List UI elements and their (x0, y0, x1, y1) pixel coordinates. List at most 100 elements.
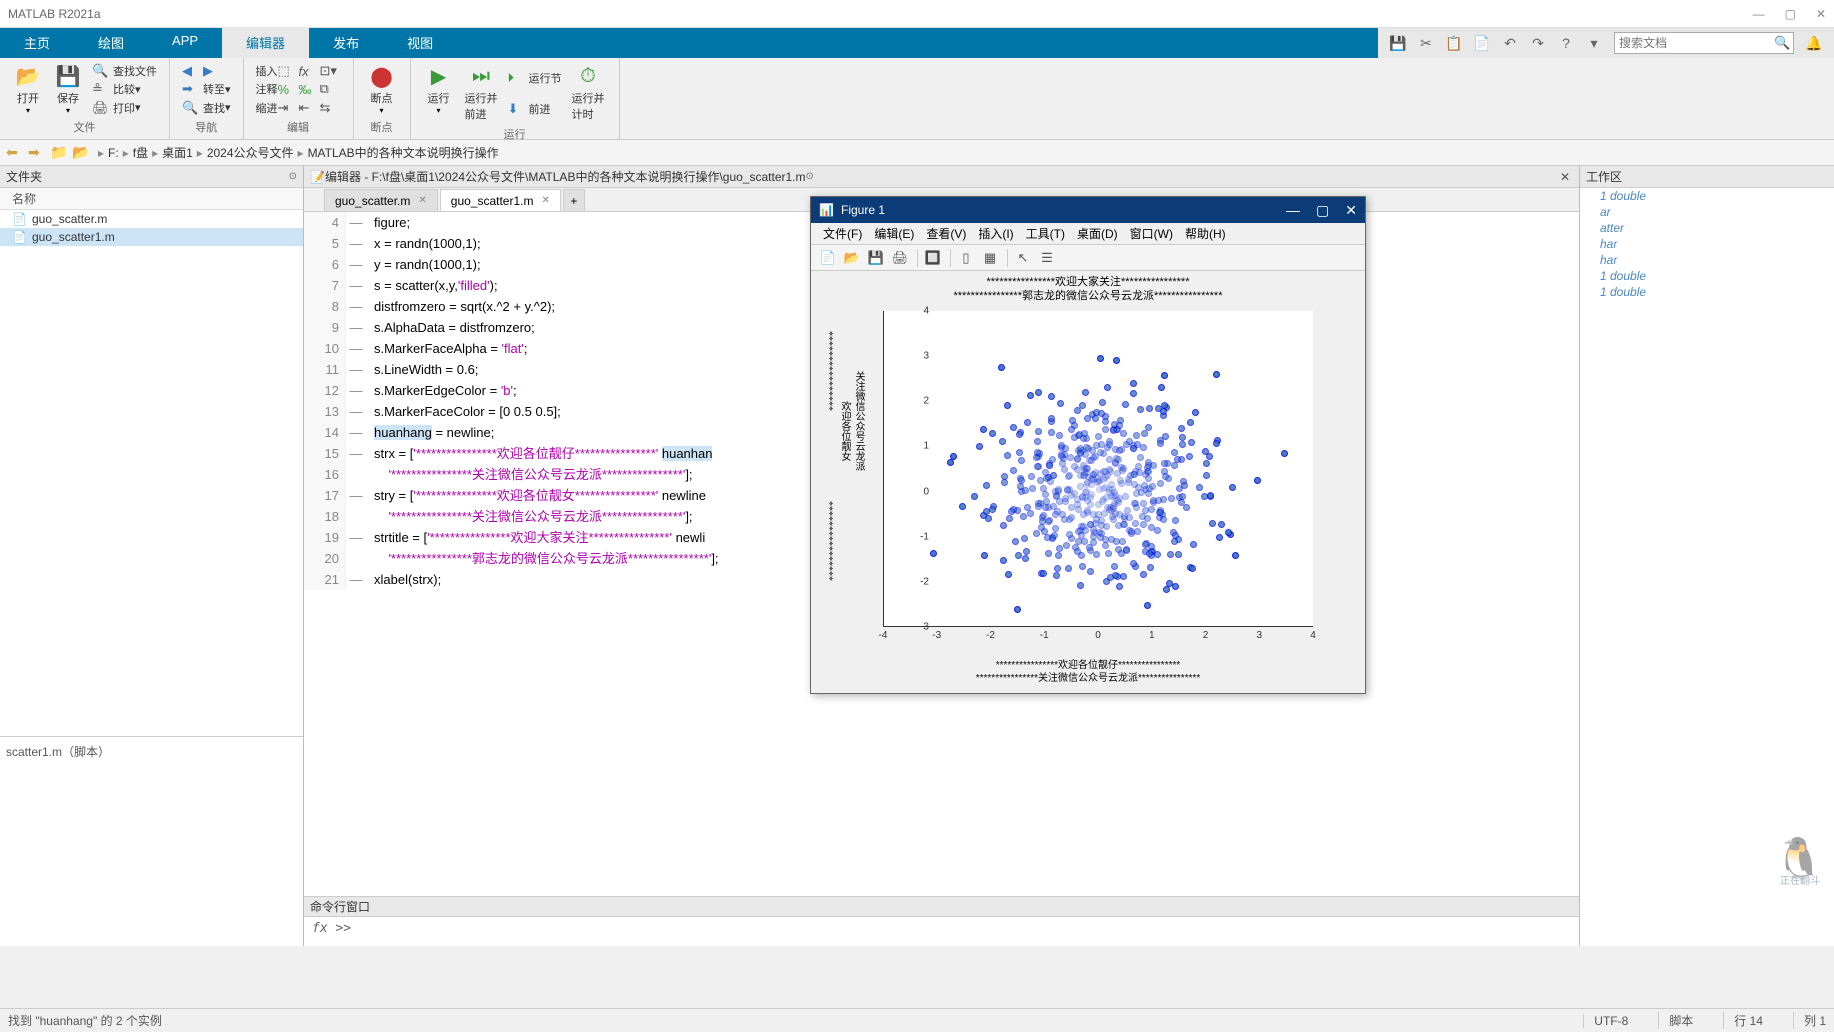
compare-button[interactable]: ≗比较 ▾ (88, 80, 161, 98)
tab-close-icon[interactable]: ✕ (541, 195, 549, 206)
save-fig-icon[interactable]: 💾 (865, 248, 887, 268)
folder-icon[interactable]: 📂 (72, 144, 92, 161)
ytick: 3 (923, 351, 929, 362)
workspace-item[interactable]: 1 double (1580, 284, 1834, 300)
search-icon[interactable]: 🔍 (1774, 35, 1790, 51)
help-icon[interactable]: ? (1554, 32, 1578, 54)
main-tab-4[interactable]: 发布 (309, 27, 383, 58)
search-input[interactable] (1619, 36, 1774, 50)
main-tab-2[interactable]: APP (148, 27, 222, 58)
maximize-icon[interactable]: ▢ (1785, 7, 1796, 21)
print-button[interactable]: 🖨打印 ▾ (88, 99, 161, 117)
figure-menu-item[interactable]: 工具(T) (1020, 225, 1071, 242)
tool-group-nav: ◀▶ ➡转至 ▾ 🔍查找 ▾ 导航 (170, 58, 244, 139)
open-fig-icon[interactable]: 📂 (841, 248, 863, 268)
redo-icon[interactable]: ↷ (1526, 32, 1550, 54)
run-section-button[interactable]: ⏵运行节 (504, 69, 566, 87)
fig-maximize-icon[interactable]: ▢ (1316, 202, 1329, 219)
save-icon[interactable]: 💾 (1386, 32, 1410, 54)
indent-button[interactable]: 缩进 ⇥ ⇤ ⇆ (252, 99, 345, 117)
layout-icon[interactable]: ☰ (1036, 248, 1058, 268)
main-tab-3[interactable]: 编辑器 (222, 27, 309, 58)
cmd-prompt[interactable]: fx >> (304, 917, 1579, 940)
figure-menu-item[interactable]: 查看(V) (920, 225, 972, 242)
figure-menu-item[interactable]: 编辑(E) (868, 225, 920, 242)
figure-menu-item[interactable]: 文件(F) (817, 225, 868, 242)
breakpoint-button[interactable]: ⬤断点▾ (362, 62, 402, 117)
workspace-item[interactable]: ar (1580, 204, 1834, 220)
file-item[interactable]: 📄guo_scatter.m (0, 210, 303, 228)
figure-menu-item[interactable]: 窗口(W) (1124, 225, 1179, 242)
file-item[interactable]: 📄guo_scatter1.m (0, 228, 303, 246)
path-crumb[interactable]: MATLAB中的各种文本说明换行操作 (308, 146, 499, 160)
folder-up-icon[interactable]: 📁 (50, 144, 70, 161)
figure-window[interactable]: 📊 Figure 1 — ▢ ✕ 文件(F)编辑(E)查看(V)插入(I)工具(… (810, 196, 1366, 694)
fig-close-icon[interactable]: ✕ (1345, 202, 1357, 219)
folder-fwd-icon[interactable]: ➡ (28, 144, 48, 161)
edit-fig-icon[interactable]: 🔲 (922, 248, 944, 268)
figure-menu-item[interactable]: 桌面(D) (1071, 225, 1124, 242)
main-tab-1[interactable]: 绘图 (74, 27, 148, 58)
ytick: -1 (920, 531, 929, 542)
find-files-button[interactable]: 🔍查找文件 (88, 62, 161, 80)
editor-tab[interactable]: guo_scatter.m✕ (324, 189, 438, 211)
workspace-item[interactable]: atter (1580, 220, 1834, 236)
path-drive[interactable]: F: (108, 146, 119, 160)
col-header-name[interactable]: 名称 (0, 188, 303, 210)
path-crumb[interactable]: f盘 (133, 146, 148, 160)
status-type: 脚本 (1658, 1012, 1693, 1029)
goto-button[interactable]: ➡转至 ▾ (178, 80, 235, 98)
advance-button[interactable]: ⬇前进 (504, 100, 566, 118)
save-button[interactable]: 💾保存▾ (48, 62, 88, 117)
new-fig-icon[interactable]: 📄 (817, 248, 839, 268)
run-advance-button[interactable]: ⏭运行并 前进 (459, 62, 504, 124)
pointer-icon[interactable]: ↖ (1012, 248, 1034, 268)
cut-icon[interactable]: ✂ (1414, 32, 1438, 54)
editor-tab[interactable]: guo_scatter1.m✕ (440, 189, 561, 211)
open-button[interactable]: 📂打开▾ (8, 62, 48, 117)
bell-icon[interactable]: 🔔 (1802, 32, 1826, 54)
path-crumb[interactable]: 2024公众号文件 (207, 146, 294, 160)
workspace-item[interactable]: 1 double (1580, 188, 1834, 204)
fig-minimize-icon[interactable]: — (1286, 202, 1300, 219)
toolstrip: 📂打开▾ 💾保存▾ 🔍查找文件 ≗比较 ▾ 🖨打印 ▾ 文件 ◀▶ ➡转至 ▾ … (0, 58, 1834, 140)
close-icon[interactable]: ✕ (1816, 7, 1826, 21)
ylabel-stars-top: **************** (823, 331, 834, 411)
search-box[interactable]: 🔍 (1614, 32, 1794, 54)
ylabel-line2: 关注微信公众号云龙派 (851, 371, 866, 471)
figure-title-bar[interactable]: 📊 Figure 1 — ▢ ✕ (811, 197, 1365, 223)
minimize-icon[interactable]: — (1753, 7, 1765, 21)
ytick: -2 (920, 576, 929, 587)
figure-menu-item[interactable]: 帮助(H) (1179, 225, 1232, 242)
figure-toolbar: 📄 📂 💾 🖨 🔲 ▯ ▦ ↖ ☰ (811, 245, 1365, 271)
main-tab-0[interactable]: 主页 (0, 27, 74, 58)
insert-colorbar-icon[interactable]: ▯ (955, 248, 977, 268)
main-tab-5[interactable]: 视图 (383, 27, 457, 58)
workspace-item[interactable]: 1 double (1580, 268, 1834, 284)
run-time-button[interactable]: ⏱运行并 计时 (566, 62, 611, 124)
comment-button[interactable]: 注释 % ‰ ⧉ (252, 80, 345, 98)
run-button[interactable]: ▶运行▾ (419, 62, 459, 124)
path-crumb[interactable]: 桌面1 (162, 146, 193, 160)
tab-close-icon[interactable]: ✕ (418, 195, 426, 206)
copy-icon[interactable]: 📋 (1442, 32, 1466, 54)
dropdown-icon[interactable]: ⊙ (806, 171, 814, 182)
close-icon[interactable]: ✕ (1557, 170, 1573, 184)
undo-icon[interactable]: ↶ (1498, 32, 1522, 54)
folder-back-icon[interactable]: ⬅ (6, 144, 26, 161)
more-icon[interactable]: ▾ (1582, 32, 1606, 54)
find-button[interactable]: 🔍查找 ▾ (178, 99, 235, 117)
xtick: 3 (1256, 630, 1262, 641)
workspace-item[interactable]: har (1580, 252, 1834, 268)
path-bar: ⬅ ➡ 📁 📂 ▸ F: ▸f盘▸桌面1▸2024公众号文件▸MATLAB中的各… (0, 140, 1834, 166)
paste-icon[interactable]: 📄 (1470, 32, 1494, 54)
status-line: 行 14 (1723, 1012, 1763, 1029)
insert-legend-icon[interactable]: ▦ (979, 248, 1001, 268)
nav-back[interactable]: ◀▶ (178, 62, 235, 80)
print-fig-icon[interactable]: 🖨 (889, 248, 911, 268)
workspace-item[interactable]: har (1580, 236, 1834, 252)
tab-add-button[interactable]: + (563, 189, 585, 211)
figure-menu-item[interactable]: 插入(I) (972, 225, 1019, 242)
dropdown-icon[interactable]: ⊙ (289, 171, 297, 182)
insert-button[interactable]: 插入 ⬚ fx ⊡▾ (252, 62, 345, 80)
